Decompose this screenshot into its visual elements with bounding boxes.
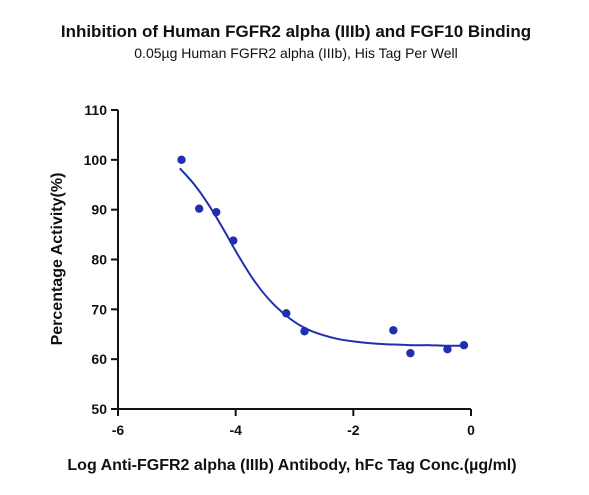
x-tick-label: -2 [347, 422, 360, 438]
data-point [229, 236, 238, 245]
data-points [177, 155, 469, 358]
x-tick-label: -6 [112, 422, 125, 438]
chart-title: Inhibition of Human FGFR2 alpha (IIIb) a… [61, 22, 531, 41]
y-axis-label: Percentage Activity(%) [49, 173, 66, 346]
x-tick-label: 0 [467, 422, 475, 438]
y-tick-label: 100 [84, 152, 108, 168]
data-point [194, 204, 204, 213]
x-tick-label: -4 [229, 422, 242, 438]
data-point [443, 345, 452, 354]
data-point [389, 326, 398, 335]
data-point [459, 341, 469, 350]
y-tick-label: 60 [91, 351, 107, 367]
data-point [406, 348, 415, 358]
y-tick-label: 110 [84, 102, 107, 118]
x-axis-label: Log Anti-FGFR2 alpha (IIIb) Antibody, hF… [67, 457, 516, 474]
y-tick-label: 90 [91, 202, 107, 218]
y-tick-label: 50 [91, 401, 107, 417]
data-point [282, 309, 291, 318]
data-point [300, 327, 309, 336]
data-point [212, 207, 221, 217]
x-axis: -6 -4 -2 0 [112, 408, 475, 438]
fit-curve [179, 167, 463, 347]
y-tick-label: 70 [91, 301, 107, 317]
data-point [177, 155, 186, 165]
y-tick-label: 80 [91, 252, 107, 268]
chart-subtitle: 0.05µg Human FGFR2 alpha (IIIb), His Tag… [134, 45, 457, 61]
y-axis: 50 60 70 80 90 100 110 [84, 102, 119, 417]
